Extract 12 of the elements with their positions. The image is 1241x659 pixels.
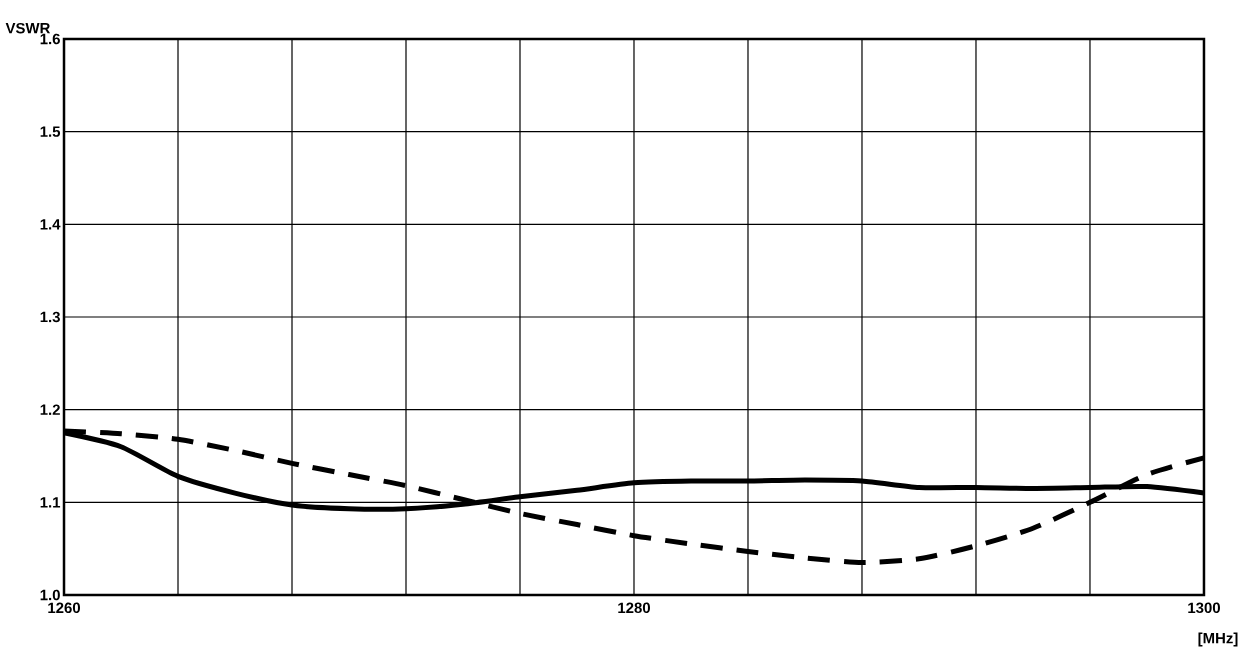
- y-axis-title: VSWR: [5, 22, 51, 34]
- y-tick-label: 1.5: [40, 126, 61, 137]
- x-tick-label: 1300: [1188, 602, 1220, 614]
- x-tick-label: 1260: [48, 602, 80, 614]
- x-tick-label: 1280: [618, 602, 650, 614]
- x-axis-title: [MHz]: [1198, 632, 1238, 647]
- y-tick-label: 1.0: [40, 589, 60, 601]
- y-tick-label: 1.3: [40, 311, 60, 323]
- y-tick-label: 1.2: [40, 404, 60, 415]
- y-tick-label: 1.4: [40, 219, 61, 230]
- y-tick-label: 1.1: [40, 497, 61, 508]
- y-tick-label: 1.6: [40, 33, 60, 45]
